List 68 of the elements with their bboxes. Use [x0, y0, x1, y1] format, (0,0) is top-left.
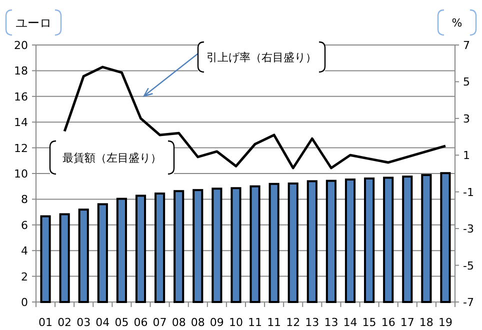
bar: [288, 182, 298, 303]
annotation: 最賃額（左目盛り）: [62, 152, 162, 165]
y-tick-label: 20: [14, 39, 28, 52]
bar: [135, 194, 146, 303]
x-tick-label: 08: [190, 316, 205, 329]
x-tick-label: 13: [324, 316, 338, 329]
bar: [402, 176, 413, 303]
x-tick-label: 11: [248, 316, 262, 329]
bar: [364, 178, 375, 303]
x-tick-label: 06: [134, 316, 148, 329]
y2-tick-label: 7: [463, 39, 470, 52]
bar: [97, 203, 108, 303]
y-tick-label: 0: [21, 296, 28, 309]
bar: [383, 176, 394, 303]
bar: [306, 180, 318, 303]
y-tick-label: 18: [14, 64, 28, 78]
bar: [440, 172, 451, 303]
bar: [326, 180, 336, 303]
y-tick-label: 2: [21, 270, 28, 284]
x-tick-label: 01: [38, 316, 53, 329]
y-axis-title: ユーロ: [16, 16, 52, 30]
y-tick-label: 16: [14, 90, 28, 104]
y2-tick-label: 3: [463, 112, 470, 126]
bar: [212, 188, 222, 303]
bar: [250, 185, 260, 303]
x-tick-label: 19: [438, 316, 452, 329]
y2-tick-label: -3: [463, 222, 474, 236]
x-tick-label: 03: [76, 316, 91, 329]
y-tick-label: 14: [14, 116, 28, 130]
bar: [174, 190, 184, 303]
y-tick-label: 8: [21, 193, 28, 206]
y-tick-label: 10: [14, 168, 28, 180]
y2-axis-title: %: [452, 16, 462, 30]
y2-tick-label: 5: [463, 76, 470, 89]
line-series: [63, 66, 447, 170]
bar: [421, 174, 432, 303]
x-tick-label: 11: [267, 316, 282, 329]
bar: [192, 189, 204, 303]
y2-tick-label: 1: [463, 149, 470, 162]
x-tick-label: 10: [228, 316, 243, 329]
x-tick-label: 17: [400, 316, 414, 329]
x-tick-label: 05: [114, 316, 129, 329]
y2-tick-label: -7: [463, 296, 474, 309]
x-tick-label: 15: [362, 316, 376, 329]
y2-tick-label: -1: [463, 186, 474, 199]
x-tick-label: 08: [172, 316, 186, 329]
annotation: 引上げ率（右目盛り）: [206, 51, 316, 64]
bar: [230, 187, 242, 303]
x-tick-label: 07: [152, 316, 167, 329]
bar: [116, 198, 127, 303]
x-tick-label: 14: [343, 316, 358, 329]
bar: [59, 213, 70, 303]
x-tick-label: 13: [305, 316, 320, 329]
y-tick-label: 6: [21, 218, 28, 232]
x-tick-label: 09: [210, 316, 224, 329]
y-tick-label: 12: [14, 142, 28, 155]
x-tick-label: 04: [96, 316, 110, 329]
bar: [268, 182, 280, 303]
bar: [344, 178, 356, 303]
bar: [40, 215, 51, 303]
x-tick-label: 12: [286, 316, 300, 329]
y-tick-label: 4: [21, 244, 28, 258]
x-tick-label: 16: [381, 316, 396, 329]
x-tick-label: 02: [58, 316, 72, 329]
bar: [78, 208, 89, 303]
bar: [154, 192, 166, 303]
y2-tick-label: -5: [463, 259, 474, 272]
x-tick-label: 18: [419, 316, 434, 329]
